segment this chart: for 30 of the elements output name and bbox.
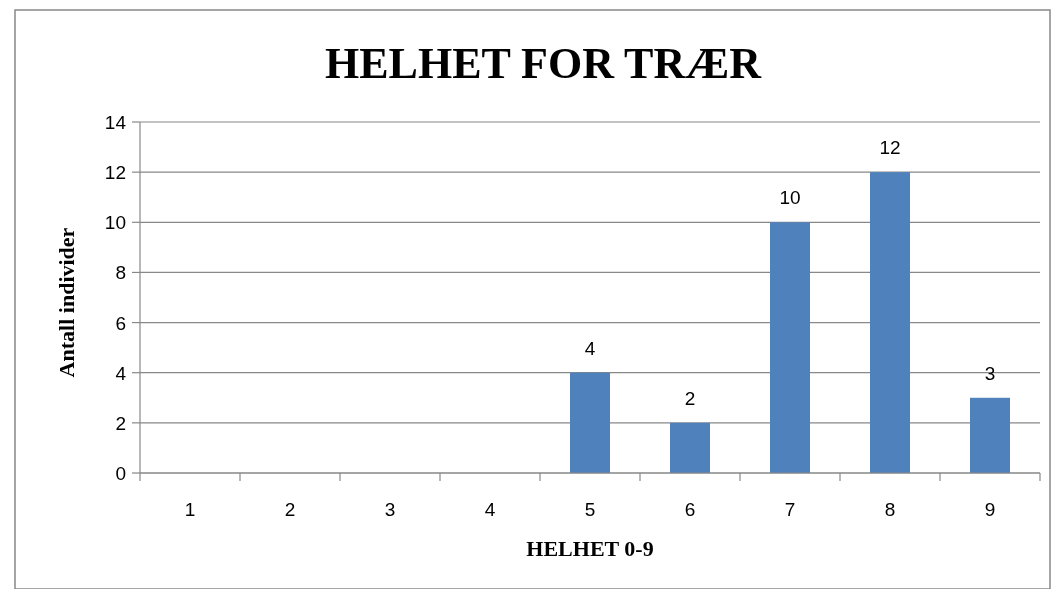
- data-label: 12: [879, 137, 901, 159]
- y-tick-label: 0: [115, 463, 126, 484]
- y-tick-label: 8: [115, 262, 126, 284]
- data-label: 4: [584, 337, 596, 359]
- bar: [770, 222, 810, 473]
- x-tick-label: 6: [684, 499, 696, 520]
- bar: [970, 397, 1010, 473]
- data-label: 2: [684, 387, 696, 409]
- data-label: 3: [984, 362, 996, 384]
- y-axis-title: Antall individer: [54, 227, 79, 378]
- x-tick-label: 5: [584, 499, 596, 520]
- bar: [670, 422, 710, 473]
- x-tick-label: 3: [384, 499, 396, 520]
- bar: [570, 372, 610, 473]
- x-tick-label: 4: [484, 499, 496, 520]
- bar: [870, 172, 910, 473]
- y-tick-label: 2: [115, 412, 126, 434]
- x-tick-label: 1: [184, 499, 196, 520]
- x-tick-label: 2: [284, 499, 296, 520]
- y-tick-label: 12: [104, 162, 126, 184]
- y-tick-label: 10: [104, 212, 126, 234]
- chart-title: HELHET FOR TRÆR: [324, 39, 763, 88]
- y-tick-label: 4: [115, 362, 127, 384]
- x-axis-title: HELHET 0-9: [526, 536, 654, 561]
- x-tick-label: 9: [984, 499, 996, 520]
- x-tick-label: 8: [884, 499, 896, 520]
- y-tick-label: 14: [104, 112, 127, 133]
- y-tick-label: 6: [115, 312, 126, 334]
- x-tick-label: 7: [784, 499, 796, 520]
- data-label: 10: [779, 187, 801, 209]
